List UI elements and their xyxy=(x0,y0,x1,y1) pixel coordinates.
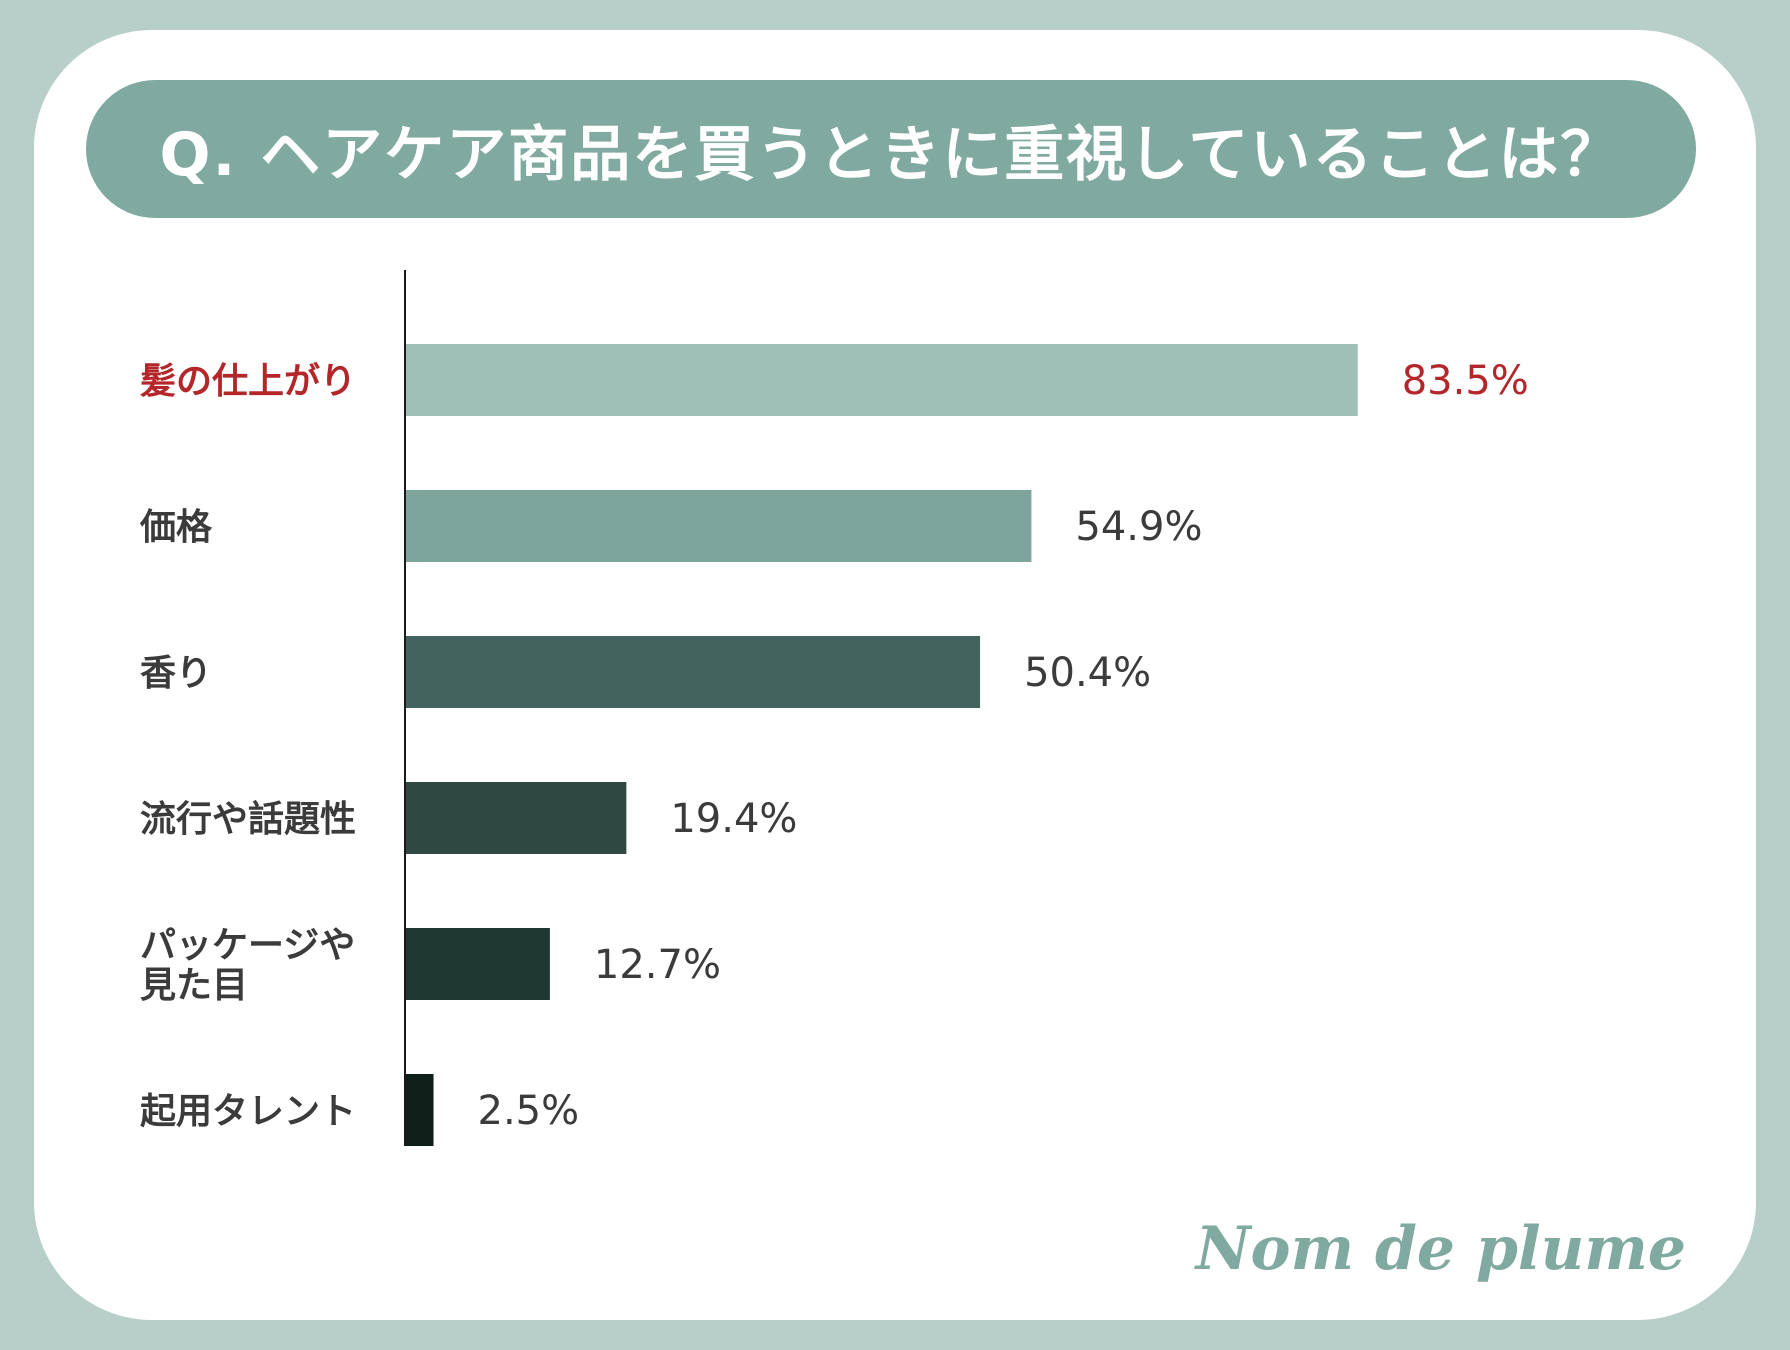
category-label-4: パッケージや見た目 xyxy=(140,925,355,1006)
category-label-3: 流行や話題性 xyxy=(140,799,356,840)
bar-2 xyxy=(405,636,981,708)
category-label-2: 香り xyxy=(140,653,212,694)
value-label-0: 83.5% xyxy=(1402,358,1529,404)
title-banner: Q. ヘアケア商品を買うときに重視していることは？ xyxy=(86,80,1696,218)
bar-5 xyxy=(405,1074,434,1146)
category-label-0: 髪の仕上がり xyxy=(140,361,356,402)
brand-logo: Nom de plume xyxy=(1195,1214,1686,1284)
bar-4 xyxy=(405,928,550,1000)
category-label-5: 起用タレント xyxy=(140,1091,356,1132)
chart-title: Q. ヘアケア商品を買うときに重視していることは？ xyxy=(159,119,1623,190)
bars-layer: 髪の仕上がり 83.5% 価格 54.9% 香り 50.4% 流行や話題性 19.4% パッケー… xyxy=(139,344,1529,1146)
value-label-4: 12.7% xyxy=(594,942,721,988)
bar-0 xyxy=(405,344,1358,416)
value-label-3: 19.4% xyxy=(670,796,797,842)
value-label-5: 2.5% xyxy=(478,1088,580,1134)
category-label-1: 価格 xyxy=(139,507,213,548)
value-label-1: 54.9% xyxy=(1075,504,1202,550)
value-label-2: 50.4% xyxy=(1024,650,1151,696)
bar-1 xyxy=(405,490,1032,562)
bar-3 xyxy=(405,782,627,854)
